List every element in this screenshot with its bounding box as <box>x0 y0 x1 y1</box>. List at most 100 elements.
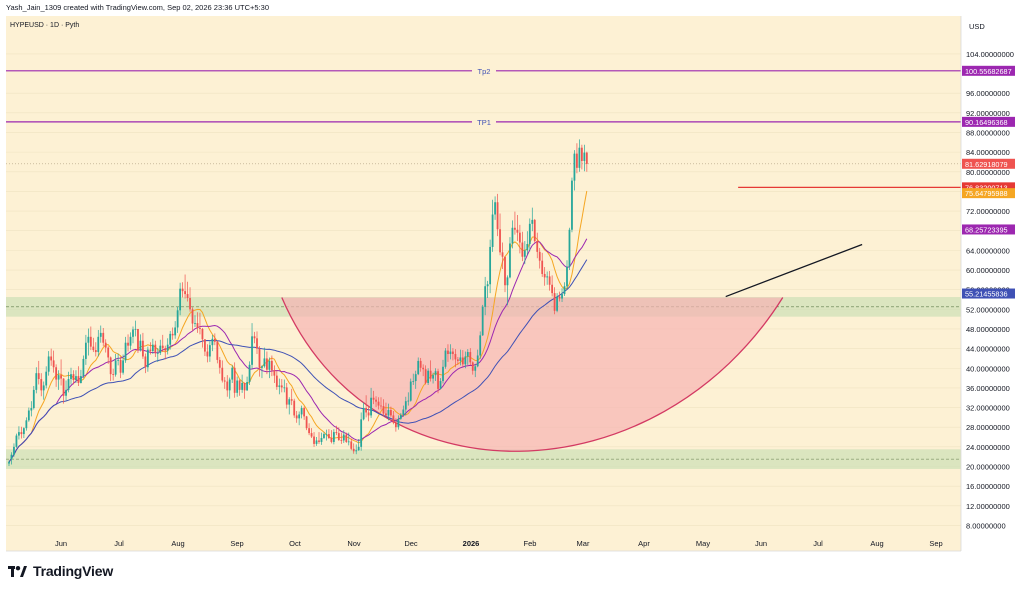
y-tick-label: 92.00000000 <box>966 109 1010 118</box>
candle-body <box>60 375 62 379</box>
candle-body <box>204 339 206 352</box>
candle-body <box>370 397 372 416</box>
candle-body <box>414 374 417 382</box>
candle-body <box>318 440 320 442</box>
x-tick-label: Aug <box>171 539 184 548</box>
candle-body <box>541 260 544 274</box>
candle-body <box>55 367 58 380</box>
candle-body <box>494 202 496 215</box>
candle-body <box>315 440 318 444</box>
candle-body <box>481 306 484 336</box>
candle-body <box>139 340 142 351</box>
x-tick-label: Oct <box>289 539 302 548</box>
candle-body <box>102 332 105 343</box>
candle-body <box>543 273 546 278</box>
trend-line <box>725 243 863 298</box>
candle-body <box>72 374 75 381</box>
candle-body <box>144 356 147 368</box>
candle-body <box>372 397 375 400</box>
candle-body <box>578 147 581 168</box>
y-tick-label: 8.00000000 <box>966 521 1006 530</box>
price-tag: 68.25723395 <box>965 225 1008 234</box>
candle-body <box>402 409 405 415</box>
candle-body <box>50 356 53 361</box>
candle-body <box>558 296 561 299</box>
x-tick-label: Jul <box>813 539 823 548</box>
price-tag: 76.83200713 <box>965 183 1008 192</box>
candle-body <box>20 432 23 435</box>
cup-curve <box>281 297 784 452</box>
candle-body <box>253 336 256 339</box>
candle-body <box>456 359 459 361</box>
candle-body <box>196 323 199 328</box>
candle-body <box>390 410 392 416</box>
chart-background <box>6 16 961 551</box>
candle-body <box>288 399 291 405</box>
candle-body <box>99 332 102 337</box>
candle-body <box>82 358 85 377</box>
price-tag: 75.64795988 <box>965 189 1008 198</box>
candle-body <box>385 413 387 416</box>
candle-body <box>8 462 10 464</box>
candle-body <box>362 408 365 420</box>
candle-body <box>77 376 80 383</box>
candle-body <box>464 356 467 365</box>
candle-body <box>432 375 434 379</box>
x-tick-label: Jun <box>55 539 67 548</box>
candle-body <box>263 358 266 367</box>
candle-body <box>496 202 499 230</box>
y-tick-label: 24.00000000 <box>966 443 1010 452</box>
candle-body <box>466 352 469 357</box>
candle-body <box>238 380 241 390</box>
candle-body <box>397 418 400 428</box>
candle-body <box>335 432 338 434</box>
candle-body <box>80 376 82 383</box>
candle-body <box>92 346 95 351</box>
candle-body <box>70 374 72 380</box>
candle-body <box>380 405 382 407</box>
candle-body <box>548 276 551 285</box>
candle-body <box>439 381 442 389</box>
candle-body <box>211 338 214 346</box>
candle-body <box>330 438 333 442</box>
candle-body <box>226 381 229 391</box>
candle-body <box>278 385 281 387</box>
x-tick-label: Sep <box>230 539 243 548</box>
candle-body <box>531 219 534 224</box>
candle-body <box>568 229 571 267</box>
candle-body <box>452 351 454 355</box>
candle-body <box>67 379 70 390</box>
candle-body <box>382 406 385 414</box>
candle-body <box>154 344 157 354</box>
candle-body <box>30 408 33 411</box>
y-tick-label: 84.00000000 <box>966 148 1010 157</box>
candle-body <box>179 288 182 311</box>
candle-body <box>84 342 87 359</box>
candle-body <box>454 354 457 360</box>
candle-body <box>429 370 432 379</box>
x-tick-label: Nov <box>347 539 361 548</box>
candle-body <box>109 357 112 375</box>
price-tag-bg <box>962 224 1015 235</box>
candle-body <box>437 371 439 389</box>
candle-body <box>394 422 397 428</box>
x-tick-label: Apr <box>638 539 650 548</box>
candle-body <box>65 389 67 396</box>
candle-body <box>469 352 472 363</box>
candle-body <box>87 336 90 343</box>
candle-body <box>293 400 296 416</box>
candle-body <box>146 349 149 368</box>
candle-body <box>422 367 425 370</box>
price-tag-bg <box>962 158 1015 169</box>
y-tick-label: 104.00000000 <box>966 50 1014 59</box>
candle-body <box>521 242 524 257</box>
candle-body <box>184 291 186 295</box>
moving-average-line <box>8 259 588 463</box>
candle-body <box>298 414 301 419</box>
candle-body <box>320 438 323 442</box>
candle-body <box>273 370 276 376</box>
candle-body <box>573 153 576 181</box>
candle-body <box>352 448 355 452</box>
y-tick-label: 80.00000000 <box>966 168 1010 177</box>
